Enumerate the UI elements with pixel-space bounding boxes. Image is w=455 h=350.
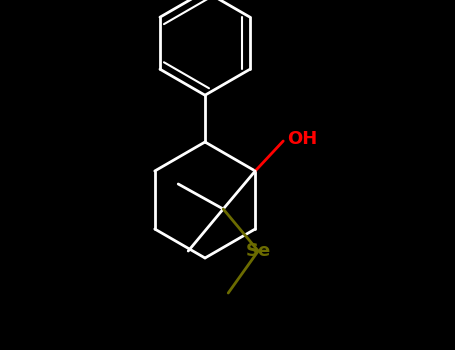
Text: OH: OH (287, 130, 318, 148)
Text: Se: Se (246, 242, 271, 260)
